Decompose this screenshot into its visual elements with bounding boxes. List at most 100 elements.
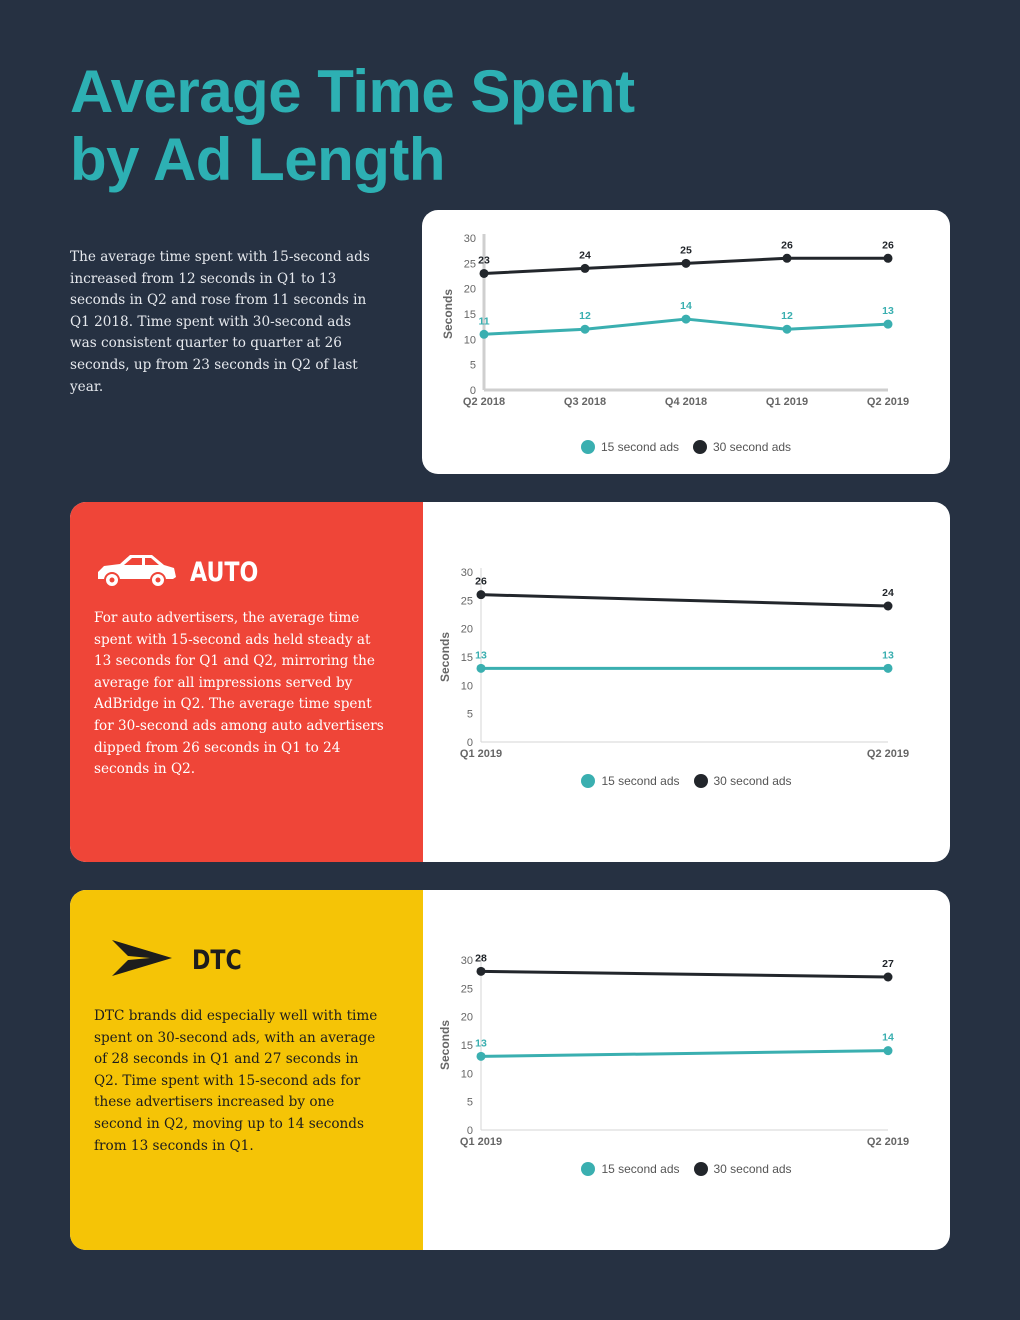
legend-marker-15 [581, 1162, 596, 1176]
x-tick-label: Q3 2018 [564, 396, 606, 408]
data-label: 13 [475, 1037, 487, 1049]
y-tick-label: 15 [461, 1040, 473, 1052]
auto-legend: 15 second ads 30 second ads [423, 774, 950, 788]
data-point [883, 663, 893, 673]
data-label: 13 [475, 649, 487, 661]
legend-marker-30 [693, 1162, 708, 1176]
dtc-title: DTC [192, 944, 242, 976]
data-point [782, 324, 792, 334]
dtc-card: DTC DTC brands did especially well with … [70, 890, 950, 1250]
car-icon [94, 550, 178, 595]
y-tick-label: 30 [461, 955, 473, 967]
series-line-1 [480, 969, 889, 979]
legend-label-30: 30 second ads [713, 440, 792, 454]
legend-marker-15 [580, 440, 595, 454]
y-tick-label: 30 [464, 233, 476, 245]
dtc-panel: DTC DTC brands did especially well with … [70, 890, 423, 1250]
data-label: 13 [882, 649, 894, 661]
data-label: 14 [882, 1032, 894, 1044]
page-title-line-1: Average Time Spent [70, 58, 635, 125]
auto-title: AUTO [190, 556, 259, 588]
x-tick-label: Q2 2019 [867, 1136, 909, 1148]
data-label: 12 [781, 310, 793, 322]
x-tick-label: Q2 2019 [867, 396, 909, 408]
y-tick-label: 5 [467, 1097, 473, 1109]
data-label: 26 [475, 576, 487, 588]
legend-item-30: 30 second ads [693, 1162, 792, 1176]
data-point [580, 324, 590, 334]
auto-header: AUTO [94, 552, 273, 592]
legend-marker-30 [693, 774, 708, 788]
dtc-line-chart: 0 5 10 15 20 25 30 Seconds Q1 2019 Q2 2019 13 14 28 2… [438, 952, 909, 1148]
page-title: Average Time Spent by Ad Length [70, 58, 635, 194]
legend-item-15: 15 second ads [581, 774, 680, 788]
y-tick-label: 15 [461, 652, 473, 664]
y-tick-label: 10 [461, 680, 473, 692]
auto-text: For auto advertisers, the average time s… [94, 610, 384, 778]
dtc-text: DTC brands did especially well with time… [94, 1008, 378, 1154]
y-tick-label: 10 [461, 1068, 473, 1080]
dtc-chart: 0 5 10 15 20 25 30 Seconds Q1 2019 Q2 2019 13 14 28 2… [423, 890, 950, 1250]
data-point [476, 1051, 486, 1061]
series-line-0 [480, 1049, 889, 1058]
legend-marker-30 [693, 440, 707, 454]
data-label: 14 [680, 300, 692, 312]
y-axis-title: Seconds [441, 289, 455, 339]
data-label: 28 [475, 952, 487, 964]
y-tick-label: 5 [467, 709, 473, 721]
legend-label-15: 15 second ads [601, 1162, 680, 1176]
dtc-header: DTC [94, 938, 253, 983]
x-tick-label: Q1 2019 [766, 396, 808, 408]
data-label: 25 [680, 244, 692, 256]
data-point [580, 263, 590, 273]
legend-item-15: 15 second ads [581, 1162, 680, 1176]
legend-marker-15 [581, 774, 596, 788]
overall-chart-card: 0 5 10 15 20 25 30 Seconds Q2 2018 Q3 2018 Q4 2018… [422, 210, 950, 474]
data-point [883, 972, 893, 982]
legend-label-15: 15 second ads [600, 440, 679, 454]
data-label: 24 [579, 249, 591, 261]
data-point [479, 329, 489, 339]
x-tick-label: Q1 2019 [460, 748, 502, 760]
data-point [681, 258, 691, 268]
x-tick-label: Q1 2019 [460, 1136, 502, 1148]
y-axis-title: Seconds [438, 632, 452, 682]
x-tick-label: Q4 2018 [665, 396, 707, 408]
data-label: 26 [882, 239, 894, 251]
y-axis-title: Seconds [438, 1020, 452, 1070]
intro-text: The average time spent with 15-second ad… [70, 249, 370, 395]
auto-line-chart: 0 5 10 15 20 25 30 Seconds Q1 2019 Q2 2019 13 13 26 2… [438, 567, 909, 760]
data-point [476, 663, 486, 673]
data-label: 23 [478, 254, 490, 266]
data-point [681, 314, 691, 324]
y-tick-label: 0 [467, 737, 473, 749]
legend-label-15: 15 second ads [601, 774, 680, 788]
paper-plane-icon [110, 938, 174, 983]
data-label: 27 [882, 958, 894, 970]
overall-line-chart: 0 5 10 15 20 25 30 Seconds Q2 2018 Q3 2018 Q4 2018… [441, 233, 909, 408]
x-tick-label: Q2 2018 [463, 396, 505, 408]
y-tick-label: 25 [461, 595, 473, 607]
data-label: 26 [781, 239, 793, 251]
auto-chart: 0 5 10 15 20 25 30 Seconds Q1 2019 Q2 2019 13 13 26 2… [423, 502, 950, 862]
y-tick-label: 20 [461, 624, 473, 636]
auto-panel: AUTO For auto advertisers, the average t… [70, 502, 423, 862]
legend-label-30: 30 second ads [713, 1162, 792, 1176]
data-label: 24 [882, 587, 894, 599]
data-label: 12 [579, 310, 591, 322]
data-point [883, 601, 893, 611]
auto-card: AUTO For auto advertisers, the average t… [70, 502, 950, 862]
data-point [782, 253, 792, 263]
y-tick-label: 15 [464, 309, 476, 321]
legend-label-30: 30 second ads [713, 774, 792, 788]
y-tick-label: 0 [470, 385, 476, 397]
data-label: 13 [882, 305, 894, 317]
series-line-1 [480, 593, 889, 608]
y-tick-label: 25 [464, 258, 476, 270]
legend-item-30: 30 second ads [693, 774, 792, 788]
y-tick-label: 30 [461, 567, 473, 579]
y-tick-label: 10 [464, 334, 476, 346]
x-tick-label: Q2 2019 [867, 748, 909, 760]
y-tick-label: 20 [464, 284, 476, 296]
data-label: 11 [478, 315, 489, 327]
